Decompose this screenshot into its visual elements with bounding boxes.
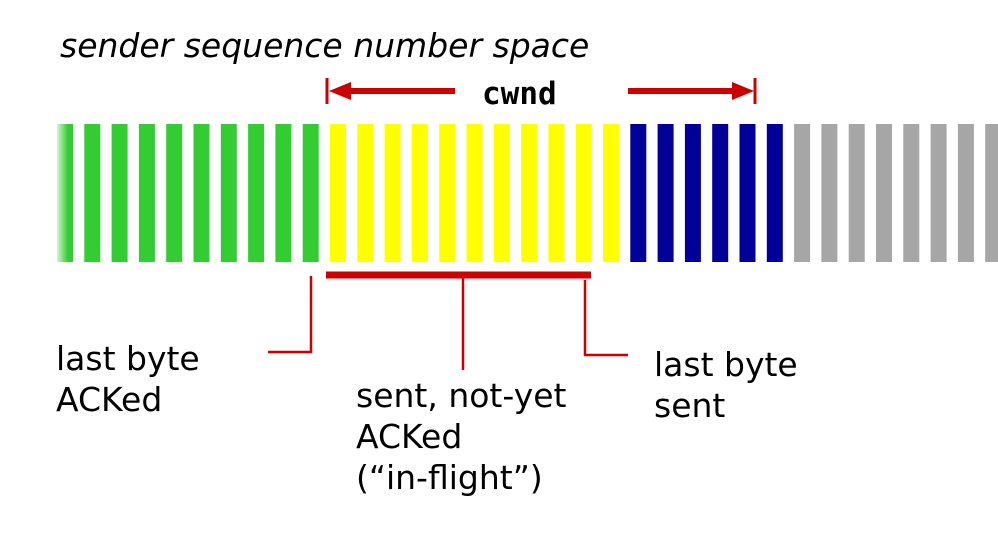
seq-byte-in-flight: [330, 124, 346, 262]
seq-byte-in-flight: [493, 124, 510, 262]
last-sent-leader-line: [583, 280, 628, 357]
seq-byte-not-usable: [903, 124, 920, 262]
last-acked-leader: [268, 276, 313, 354]
diagram-title: sender sequence number space: [60, 26, 590, 65]
seq-byte-usable-not-sent: [712, 124, 729, 262]
seq-byte-not-usable: [876, 124, 892, 262]
last-sent-leader: [583, 280, 628, 357]
seq-byte-usable-not-sent: [684, 124, 701, 262]
left-fade-overlay: [54, 124, 68, 262]
seq-byte-usable-not-sent: [630, 124, 647, 262]
seq-byte-usable-not-sent: [657, 124, 674, 262]
seq-byte-in-flight: [575, 124, 592, 262]
cwnd-arrow: [325, 78, 757, 104]
last-byte-sent-label: last byte sent: [654, 345, 798, 425]
seq-byte-in-flight: [411, 124, 428, 262]
cwnd-left-arrowhead: [329, 82, 351, 100]
seq-byte-acked: [220, 124, 237, 262]
seq-byte-not-usable: [848, 124, 865, 262]
seq-byte-not-usable: [957, 124, 974, 262]
seq-byte-usable-not-sent: [739, 124, 756, 262]
in-flight-bracket: [326, 271, 591, 370]
seq-byte-acked: [111, 124, 128, 262]
seq-byte-in-flight: [466, 124, 483, 262]
seq-byte-acked: [166, 124, 183, 262]
last-byte-acked-label: last byte ACKed: [56, 339, 200, 419]
seq-byte-acked: [84, 124, 101, 262]
seq-byte-in-flight: [439, 124, 456, 262]
seq-byte-not-usable: [985, 124, 998, 262]
seq-byte-acked: [193, 124, 210, 262]
in-flight-label: sent, not-yet ACKed (“in-flight”): [356, 376, 567, 497]
seq-byte-in-flight: [357, 124, 374, 262]
seq-byte-in-flight: [521, 124, 538, 262]
seq-byte-in-flight: [603, 124, 619, 262]
seq-byte-not-usable: [821, 124, 838, 262]
seq-byte-in-flight: [548, 124, 565, 262]
cwnd-label: cwnd: [482, 76, 557, 112]
seq-byte-in-flight: [384, 124, 401, 262]
seq-byte-acked: [275, 124, 292, 262]
sequence-bars: [57, 124, 998, 262]
cwnd-right-arrowhead: [732, 82, 754, 100]
seq-byte-not-usable: [930, 124, 947, 262]
seq-byte-acked: [302, 124, 319, 262]
seq-byte-acked: [138, 124, 155, 262]
seq-byte-acked: [248, 124, 265, 262]
seq-byte-usable-not-sent: [766, 124, 783, 262]
seq-byte-not-usable: [794, 124, 811, 262]
last-acked-leader-line: [268, 276, 313, 354]
